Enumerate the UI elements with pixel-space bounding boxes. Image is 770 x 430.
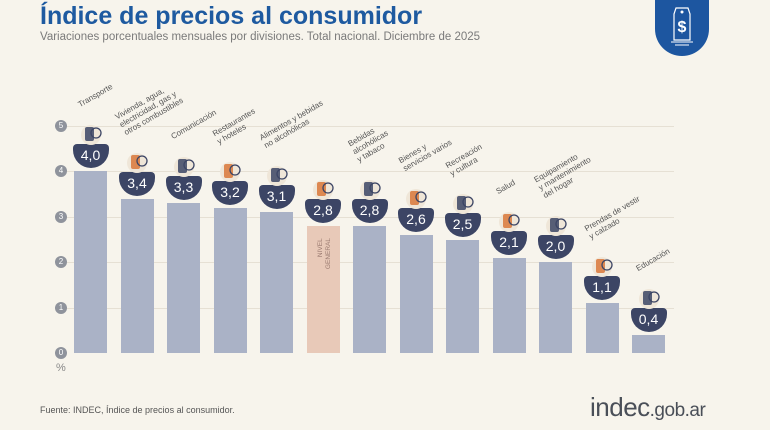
category-label: Bebidas alcohólicas y tabaco xyxy=(346,126,390,164)
page-title: Índice de precios al consumidor xyxy=(40,2,423,30)
bar-4[interactable] xyxy=(260,212,293,353)
category-icon xyxy=(171,153,197,178)
bar-9[interactable] xyxy=(492,257,526,353)
bar-7[interactable] xyxy=(399,234,433,353)
bar-11[interactable] xyxy=(585,303,619,353)
y-tick-label: 4 xyxy=(55,165,67,178)
category-icon xyxy=(450,190,476,214)
bar-1[interactable] xyxy=(120,198,154,353)
category-icon xyxy=(496,208,522,232)
indec-brand: indec.gob.ar xyxy=(590,392,706,423)
value-badge: 2,8 xyxy=(351,198,388,223)
page-subtitle: Variaciones porcentuales mensuales por d… xyxy=(40,31,481,43)
category-label: Restaurantes y hoteles xyxy=(211,106,257,146)
value-badge: 2,5 xyxy=(444,212,481,237)
y-tick-label: 3 xyxy=(55,210,67,223)
category-label: Comunicación xyxy=(169,108,218,142)
value-badge: 2,8 xyxy=(305,198,341,223)
bar-10[interactable] xyxy=(539,262,572,353)
y-axis-unit: % xyxy=(56,362,66,374)
value-badge: 3,4 xyxy=(119,171,155,196)
category-icon xyxy=(357,176,383,200)
bar-6[interactable] xyxy=(353,225,386,353)
value-badge: 3,2 xyxy=(212,180,248,205)
category-icon xyxy=(403,185,429,209)
category-label: Transporte xyxy=(76,82,114,110)
value-badge: 3,1 xyxy=(258,185,295,210)
category-label: Bienes y servicios varios xyxy=(397,137,454,173)
value-badge: 2,1 xyxy=(491,230,527,255)
category-icon xyxy=(124,149,150,173)
category-label: Educación xyxy=(634,246,671,273)
category-icon xyxy=(636,285,662,309)
category-label: Salud xyxy=(494,177,517,196)
category-label: Equipamiento y mantenimiento del hogar xyxy=(532,152,592,201)
bar-8[interactable] xyxy=(446,239,479,353)
value-badge: 0,4 xyxy=(630,307,667,332)
category-icon xyxy=(264,162,290,187)
bar-0[interactable] xyxy=(74,171,107,353)
bar-3[interactable] xyxy=(213,207,247,353)
value-badge: 2,6 xyxy=(398,207,434,232)
brand-suffix: .gob.ar xyxy=(649,400,706,421)
category-label: Alimentos y bebidas no alcohólicas xyxy=(257,98,325,151)
y-tick-label: 0 xyxy=(55,347,67,359)
category-icon xyxy=(78,121,104,146)
category-label: Vivienda, agua, electricidad, gas y otro… xyxy=(113,85,185,137)
bar-12[interactable] xyxy=(632,334,665,353)
value-badge: 3,3 xyxy=(165,176,202,201)
category-icon xyxy=(310,176,336,200)
bar-5[interactable] xyxy=(306,225,340,353)
value-badge: 1,1 xyxy=(584,276,620,301)
price-tag-logo-icon: $ xyxy=(655,0,709,56)
category-icon xyxy=(589,253,615,278)
svg-text:$: $ xyxy=(678,19,687,36)
brand-main: indec xyxy=(590,392,650,422)
y-tick-label: 1 xyxy=(55,301,67,314)
gridline xyxy=(62,171,674,173)
category-icon xyxy=(543,212,569,237)
value-badge: 2,0 xyxy=(537,235,574,260)
y-tick-label: 2 xyxy=(55,256,67,269)
category-icon xyxy=(217,158,243,182)
highlight-label: NIVEL GENERAL xyxy=(316,237,332,269)
bar-2[interactable] xyxy=(167,203,200,353)
gridline xyxy=(62,126,674,127)
value-badge: 4,0 xyxy=(72,144,109,169)
y-tick-label: 5 xyxy=(55,120,67,132)
source-note: Fuente: INDEC, Índice de precios al cons… xyxy=(40,405,235,415)
